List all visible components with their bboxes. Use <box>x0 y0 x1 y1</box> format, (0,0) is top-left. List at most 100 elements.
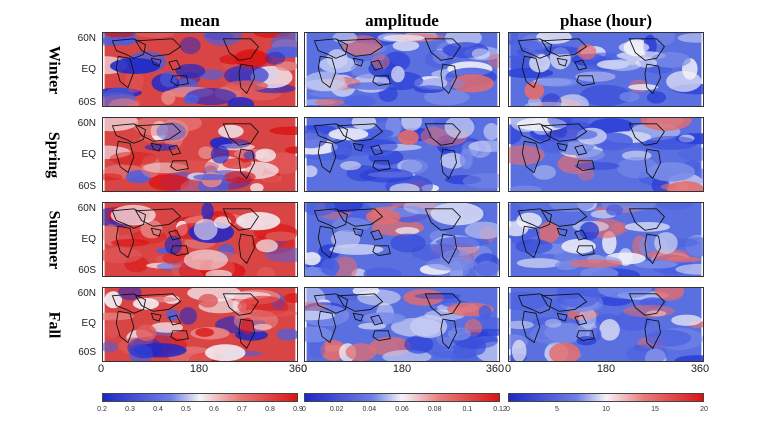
lat-label-60n: 60N <box>77 288 96 299</box>
coastline-2 <box>135 208 182 227</box>
lat-label-60s: 60S <box>78 181 96 192</box>
coastline-3 <box>352 57 364 67</box>
coastline-3 <box>352 312 364 322</box>
colorbar-tick: 0.08 <box>427 406 442 413</box>
coastline-1 <box>317 310 337 344</box>
coastline-0 <box>517 293 552 314</box>
coastline-1 <box>521 140 541 174</box>
x-tick-0: 0 <box>97 363 105 375</box>
coastline-2 <box>541 123 588 142</box>
lat-label-60s: 60S <box>78 97 96 108</box>
colorbar-tick: 0 <box>302 406 306 413</box>
coastline-1 <box>115 225 135 259</box>
coastline-5 <box>372 160 391 172</box>
map-panel-phase-summer <box>508 202 704 277</box>
coastline-6 <box>222 38 259 61</box>
colorbar-phase <box>508 393 704 402</box>
coastline-2 <box>337 123 384 142</box>
coastline-0 <box>111 123 146 144</box>
map-panel-mean-winter <box>102 32 298 107</box>
coastline-7 <box>238 63 255 95</box>
colorbar-tick: 0.7 <box>237 406 247 413</box>
coastline-4 <box>574 229 588 241</box>
coastline-3 <box>352 227 364 237</box>
row-title-summer: Summer <box>45 210 62 269</box>
lat-label-60s: 60S <box>78 347 96 358</box>
lat-label-eq: EQ <box>81 149 96 160</box>
colorbar-tick: 0.4 <box>153 406 163 413</box>
x-tick-0: 0 <box>504 363 512 375</box>
coastline-6 <box>424 208 461 231</box>
coastline-5 <box>576 330 595 342</box>
lat-label-eq: EQ <box>81 64 96 75</box>
coastline-5 <box>170 245 189 257</box>
colorbar-tick: 0.2 <box>97 406 107 413</box>
coastline-6 <box>222 208 259 231</box>
coastline-3 <box>556 142 568 152</box>
coastline-3 <box>150 227 162 237</box>
coastline-7 <box>644 233 661 265</box>
coastline-1 <box>317 55 337 89</box>
colorbar-tick: 0.06 <box>395 406 409 413</box>
colorbar-tick: 20 <box>700 406 708 413</box>
column-title-amplitude: amplitude <box>365 11 439 30</box>
coastline-4 <box>168 144 182 156</box>
coastline-5 <box>576 75 595 87</box>
map-panel-mean-fall <box>102 287 298 362</box>
coastline-5 <box>576 160 595 172</box>
coastline-7 <box>440 148 457 180</box>
coastline-2 <box>337 208 384 227</box>
map-panel-phase-fall <box>508 287 704 362</box>
coastline-5 <box>170 75 189 87</box>
x-tick-360: 360 <box>288 363 308 375</box>
coastline-6 <box>628 38 665 61</box>
colorbar-tick: 10 <box>602 406 610 413</box>
coastline-6 <box>222 293 259 316</box>
map-panel-amplitude-summer <box>304 202 500 277</box>
row-title-fall: Fall <box>45 311 63 338</box>
coastline-7 <box>440 318 457 350</box>
column-title-phase: phase (hour) <box>559 11 653 30</box>
coastline-2 <box>135 123 182 142</box>
coastline-4 <box>574 59 588 71</box>
lat-label-60n: 60N <box>77 118 96 129</box>
lat-label-60n: 60N <box>77 203 96 214</box>
coastline-2 <box>541 38 588 57</box>
coastline-7 <box>238 148 255 180</box>
coastline-6 <box>628 293 665 316</box>
coastline-0 <box>111 293 146 314</box>
lat-label-eq: EQ <box>81 318 96 329</box>
colorbar-tick: 0.8 <box>265 406 275 413</box>
map-panel-phase-winter <box>508 32 704 107</box>
coastline-4 <box>370 144 384 156</box>
map-panel-mean-summer <box>102 202 298 277</box>
x-tick-180: 180 <box>392 363 412 375</box>
colorbar-tick: 0.04 <box>362 406 377 413</box>
coastline-2 <box>135 293 182 312</box>
coastline-3 <box>352 142 364 152</box>
coastline-2 <box>541 293 588 312</box>
map-panel-phase-spring <box>508 117 704 192</box>
coastline-0 <box>313 38 348 59</box>
coastline-4 <box>574 314 588 326</box>
coastline-3 <box>556 57 568 67</box>
coastline-1 <box>115 310 135 344</box>
coastline-3 <box>556 312 568 322</box>
colorbar-tick: 0 <box>506 406 510 413</box>
coastline-0 <box>517 38 552 59</box>
colorbar-tick: 0.9 <box>293 406 303 413</box>
colorbar-tick: 5 <box>555 406 559 413</box>
coastline-5 <box>372 75 391 87</box>
map-panel-amplitude-fall <box>304 287 500 362</box>
coastline-0 <box>111 208 146 229</box>
lat-label-60n: 60N <box>77 33 96 44</box>
lat-label-60s: 60S <box>78 265 96 276</box>
coastline-2 <box>337 38 384 57</box>
coastline-0 <box>517 208 552 229</box>
row-title-winter: Winter <box>45 45 62 94</box>
x-tick-0: 0 <box>300 363 308 375</box>
coastline-0 <box>313 123 348 144</box>
coastline-6 <box>424 123 461 146</box>
colorbar-tick: 0.5 <box>181 406 191 413</box>
coastline-5 <box>372 245 391 257</box>
